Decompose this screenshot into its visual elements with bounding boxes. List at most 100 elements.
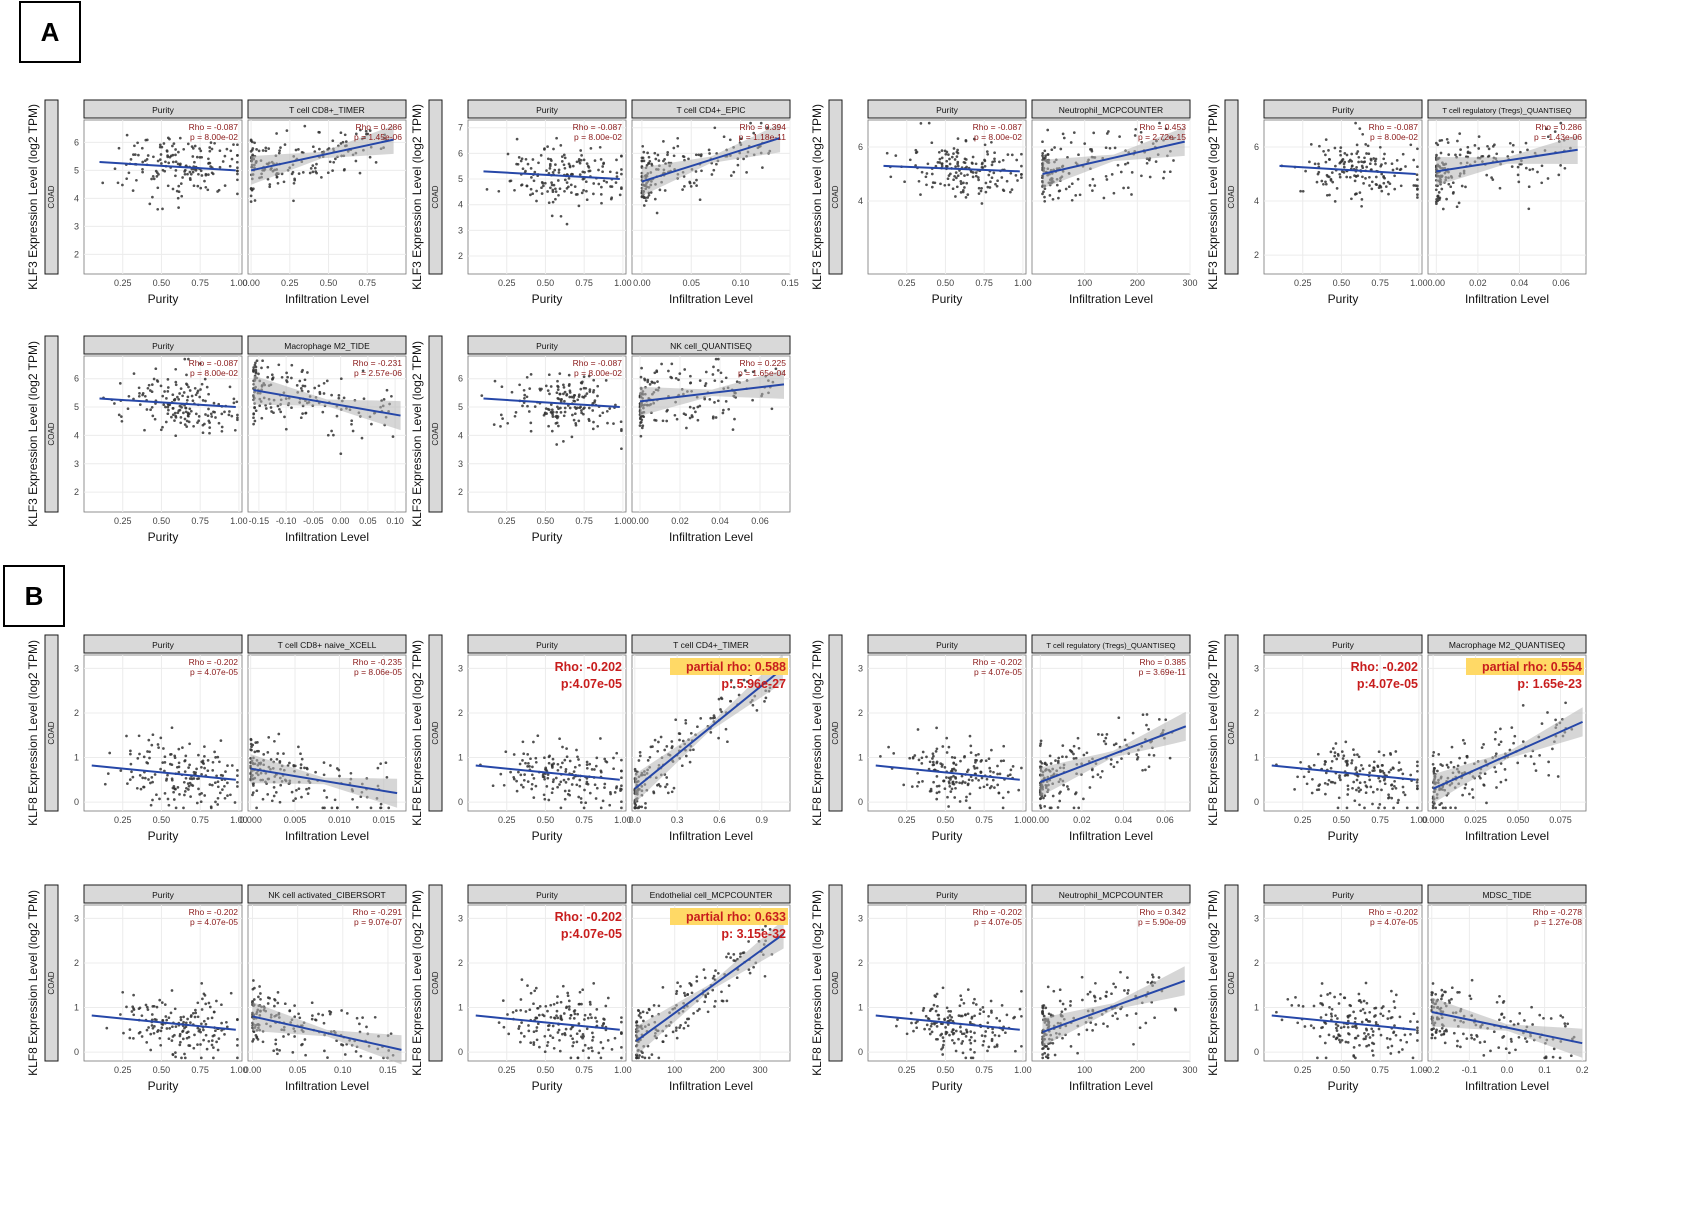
data-point — [1389, 753, 1393, 756]
rho-label: Rho = -0.235 — [353, 657, 403, 667]
strip-label: T cell regulatory (Tregs)_QUANTISEQ — [1442, 106, 1571, 115]
data-point — [519, 998, 523, 1001]
y-tick-label: 0 — [858, 797, 863, 807]
data-point — [964, 158, 968, 161]
data-point — [212, 1034, 216, 1037]
x-tick-label: 0.25 — [898, 1065, 916, 1075]
data-point — [615, 751, 619, 755]
data-point — [1415, 173, 1419, 177]
regression-line — [875, 1014, 1020, 1031]
data-point — [1338, 774, 1341, 777]
data-point — [972, 765, 976, 768]
data-point — [1378, 803, 1382, 806]
data-point — [661, 986, 665, 989]
data-point — [684, 754, 688, 758]
data-point — [1009, 171, 1013, 175]
data-point — [183, 168, 187, 172]
data-point — [703, 384, 707, 388]
x-tick-label: 0.75 — [191, 516, 209, 526]
data-point — [506, 421, 510, 425]
data-point — [1383, 806, 1386, 810]
p-value-label: p = 4.07e-05 — [190, 667, 238, 677]
x-axis-label: Infiltration Level — [285, 1079, 369, 1093]
plot-area — [83, 654, 243, 812]
panel-letter-a: A — [40, 16, 60, 47]
data-point — [183, 357, 187, 361]
data-point — [947, 153, 950, 156]
p-value-label: p: 1.65e-23 — [1517, 677, 1582, 691]
strip-label: T cell regulatory (Tregs)_QUANTISEQ — [1046, 641, 1175, 650]
data-point — [300, 795, 303, 799]
data-point — [986, 185, 990, 189]
data-point — [1388, 182, 1392, 186]
data-point — [1458, 132, 1462, 135]
data-point — [725, 955, 728, 959]
data-point — [584, 180, 588, 184]
data-point — [1105, 733, 1109, 736]
data-point — [1043, 149, 1047, 153]
data-point — [138, 403, 142, 406]
data-point — [562, 383, 565, 387]
y-tick-label: 1 — [74, 753, 79, 763]
data-point — [1379, 164, 1383, 168]
data-point — [177, 770, 181, 774]
data-point — [1346, 793, 1350, 796]
data-point — [984, 181, 988, 185]
data-point — [552, 778, 555, 781]
data-point — [272, 786, 276, 789]
data-point — [959, 191, 963, 194]
data-point — [168, 1027, 172, 1030]
data-point — [1547, 760, 1550, 764]
data-point — [1508, 141, 1512, 145]
data-point — [996, 783, 1000, 787]
data-point — [534, 756, 538, 760]
data-point — [174, 1055, 177, 1059]
plot-area — [867, 904, 1027, 1062]
data-point — [727, 952, 730, 956]
strip-label: Purity — [152, 105, 174, 115]
x-tick-label: 0.50 — [937, 1065, 955, 1075]
data-point — [1329, 177, 1333, 181]
data-point — [1146, 980, 1150, 984]
data-point — [151, 780, 154, 784]
data-point — [579, 387, 583, 391]
data-point — [686, 1017, 689, 1021]
chart-b-2-3: KLF8 Expression Level (log2 TPM) COAD0123… — [810, 884, 1198, 1093]
data-point — [583, 170, 586, 174]
data-point — [592, 378, 596, 382]
data-point — [675, 1026, 678, 1030]
data-point — [580, 1035, 583, 1039]
data-point — [1043, 156, 1047, 160]
panel-label-b: B — [3, 565, 65, 627]
data-point — [1086, 992, 1090, 996]
x-tick-label: 0.25 — [498, 1065, 516, 1075]
data-point — [1104, 174, 1108, 178]
strip-box — [1427, 634, 1587, 654]
data-point — [696, 405, 700, 409]
data-point — [518, 762, 522, 766]
data-point — [947, 745, 951, 749]
data-point — [1366, 144, 1370, 148]
data-point — [255, 749, 259, 753]
y-tick-label: 1 — [1254, 753, 1259, 763]
data-point — [1441, 806, 1445, 810]
data-point — [947, 183, 951, 187]
data-point — [969, 744, 973, 748]
data-point — [961, 1039, 965, 1043]
data-point — [555, 416, 559, 420]
data-point — [558, 1049, 562, 1053]
data-point — [964, 139, 968, 143]
data-point — [1094, 1023, 1098, 1026]
data-point — [506, 152, 510, 156]
data-point — [1371, 790, 1375, 794]
y-tick-label: 3 — [458, 459, 463, 469]
data-point — [648, 383, 652, 386]
data-point — [945, 776, 948, 779]
data-point — [979, 1008, 982, 1011]
data-point — [142, 755, 146, 759]
cancer-strip — [428, 884, 443, 1062]
data-point — [605, 760, 609, 764]
data-point — [129, 749, 132, 753]
rho-label: Rho = -0.291 — [353, 907, 403, 917]
